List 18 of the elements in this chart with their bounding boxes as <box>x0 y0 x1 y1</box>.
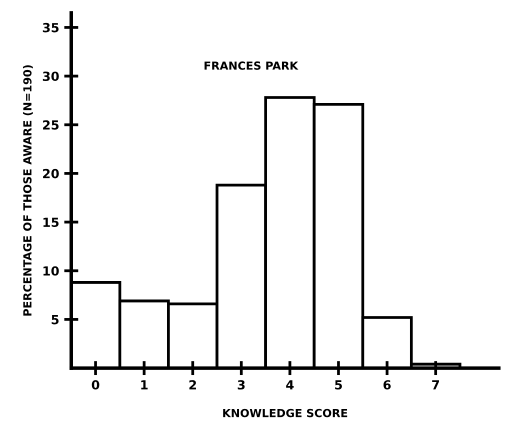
x-axis-title: KNOWLEDGE SCORE <box>223 408 348 418</box>
y-tick-label: 20 <box>43 168 59 178</box>
y-tick-label: 25 <box>43 120 59 130</box>
y-tick-label: 5 <box>52 315 59 324</box>
y-tick-label: 10 <box>43 266 59 276</box>
y-tick-label: 15 <box>43 218 59 228</box>
x-tick-label: 5 <box>335 380 342 390</box>
y-axis-title: PERCENTAGE OF THOSE AWARE (N=190) <box>22 65 33 316</box>
y-tick-label: 30 <box>42 72 59 82</box>
x-tick-label: 3 <box>238 380 245 390</box>
x-tick-label: 2 <box>189 380 196 390</box>
x-tick-label: 0 <box>92 380 100 390</box>
y-tick-label: 35 <box>42 22 59 32</box>
text: FRANCES PARK <box>204 61 298 70</box>
x-tick-label: 4 <box>286 380 294 390</box>
x-tick-label: 1 <box>141 380 148 390</box>
x-tick-label: 6 <box>384 380 391 390</box>
x-tick-label: 7 <box>432 380 440 390</box>
